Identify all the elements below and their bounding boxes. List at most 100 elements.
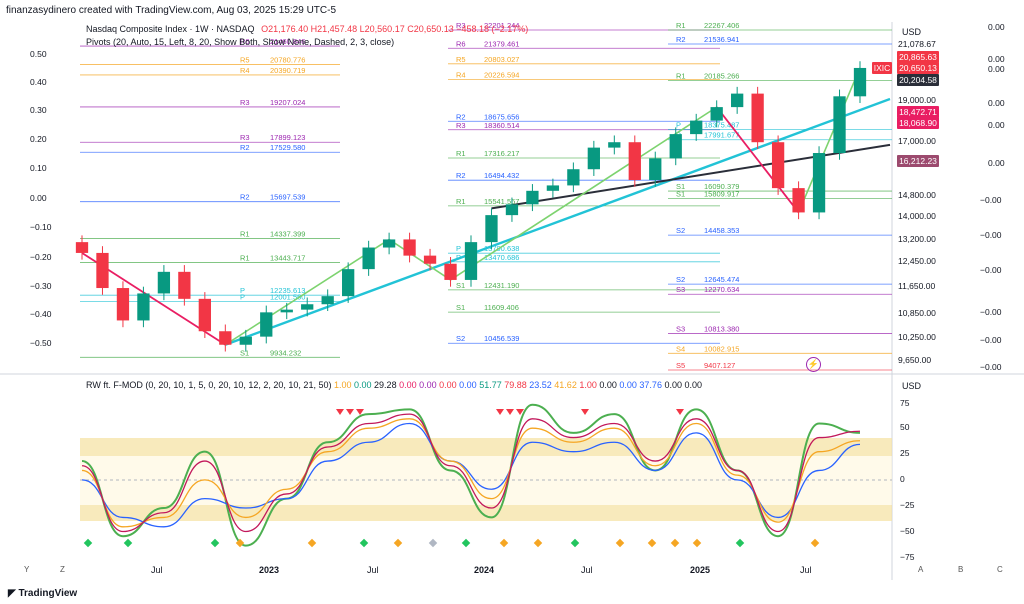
price-tag: 20,204.58 (897, 74, 939, 86)
right-scale-tick: 0.00 (988, 22, 1005, 32)
oscillator-value: 0.00 (436, 380, 457, 390)
axis-button[interactable]: Z (60, 565, 65, 574)
pivot-level-value: 10813.380 (704, 325, 739, 334)
candle-body (260, 312, 273, 337)
candle-body (280, 309, 293, 313)
axis-button[interactable]: A (918, 565, 924, 574)
osc-currency: USD (902, 381, 922, 391)
oscillator-label: RW ft. F-MOD (0, 20, 10, 1, 5, 0, 20, 10… (86, 380, 332, 390)
price-tag: 18,472.71 (897, 106, 939, 118)
pivots-label: Pivots (20, Auto, 15, Left, 8, 20, Show … (86, 37, 395, 47)
candle-body (382, 239, 396, 248)
pivot-level-value: 13470.686 (484, 253, 519, 262)
candle-body (157, 271, 171, 294)
pivot-level-label: R6 (456, 39, 466, 48)
candle-body (301, 304, 314, 310)
right-scale-tick: 0.00 (988, 64, 1005, 74)
pivot-level-value: 12645.474 (704, 275, 739, 284)
price-tick: 10,850.00 (898, 308, 936, 318)
osc-diamond-marker (647, 538, 657, 548)
lightning-icon[interactable]: ⚡ (806, 357, 821, 372)
pivot-level-value: 12235.613 (270, 286, 305, 295)
pivot-level-label: R2 (676, 35, 686, 44)
time-tick: Jul (151, 565, 163, 575)
oscillator-value: 29.28 (371, 380, 397, 390)
oscillator-value: 0.00 (351, 380, 372, 390)
osc-tick: 0 (900, 474, 905, 484)
left-scale-tick: 0.20 (30, 134, 47, 144)
pivot-level-value: 9934.232 (270, 348, 301, 357)
pivot-level-label: R1 (676, 21, 686, 30)
oscillator-legend[interactable]: RW ft. F-MOD (0, 20, 10, 1, 5, 0, 20, 10… (86, 380, 702, 390)
pivot-level-label: R2 (240, 143, 250, 152)
right-scale-tick: −0.00 (980, 265, 1002, 275)
symbol-legend[interactable]: Nasdaq Composite Index · 1W · NASDAQ O21… (86, 24, 528, 34)
candle-body (710, 107, 723, 121)
osc-tick: −25 (900, 500, 915, 510)
candle-body (219, 331, 232, 345)
pivot-level-value: 20803.027 (484, 55, 519, 64)
candle-body (649, 158, 662, 181)
pivot-level-label: R2 (240, 193, 250, 202)
osc-diamond-marker (307, 538, 317, 548)
axis-button[interactable]: Y (24, 565, 30, 574)
pivot-level-value: 16494.432 (484, 171, 519, 180)
osc-top-triangle (496, 409, 504, 415)
osc-top-triangle (336, 409, 344, 415)
candle-body (731, 93, 744, 108)
pivot-level-label: P (456, 244, 461, 253)
pivot-level-value: 20185.266 (704, 72, 739, 81)
time-tick: Jul (581, 565, 593, 575)
pivot-level-value: 15697.539 (270, 193, 305, 202)
pivot-level-label: S2 (676, 226, 685, 235)
time-tick: 2024 (474, 565, 495, 575)
candle-body (464, 242, 478, 280)
candle-body (812, 153, 826, 213)
time-tick: Jul (367, 565, 379, 575)
right-scale-tick: 0.00 (988, 54, 1005, 64)
osc-diamond-marker (533, 538, 543, 548)
pivot-level-label: R1 (240, 229, 250, 238)
candle-body (628, 142, 641, 181)
pivot-level-label: R2 (456, 171, 466, 180)
pivot-level-label: R3 (456, 121, 466, 130)
osc-tick: 25 (900, 448, 910, 458)
candle-body (546, 185, 560, 191)
pivot-level-label: S1 (676, 182, 685, 191)
pivot-level-label: P (240, 292, 245, 301)
pivot-level-value: 20226.594 (484, 70, 519, 79)
pivot-level-label: R5 (240, 55, 250, 64)
price-tick: 21,078.67 (898, 39, 936, 49)
pivot-level-label: R3 (240, 133, 250, 142)
osc-top-triangle (516, 409, 524, 415)
symbol-tag: IXIC (872, 62, 892, 74)
left-scale-tick: −0.40 (30, 309, 52, 319)
pivots-legend[interactable]: Pivots (20, Auto, 15, Left, 8, 20, Show … (86, 37, 394, 47)
left-scale-tick: 0.50 (30, 49, 47, 59)
pivot-level-value: 11609.406 (484, 303, 519, 312)
axis-button[interactable]: C (997, 565, 1003, 574)
price-currency: USD (902, 27, 922, 37)
pivot-level-value: 16090.379 (704, 182, 739, 191)
pivot-level-label: R5 (456, 55, 466, 64)
osc-top-triangle (356, 409, 364, 415)
right-scale-tick: 0.00 (988, 158, 1005, 168)
candle-body (342, 269, 355, 297)
osc-lower-band (80, 505, 892, 521)
right-scale-tick: −0.00 (980, 230, 1002, 240)
candle-body (587, 147, 600, 170)
candle-body (75, 242, 89, 253)
pivot-level-value: 12270.634 (704, 285, 739, 294)
osc-diamond-marker (428, 538, 438, 548)
osc-tick: 75 (900, 398, 910, 408)
left-scale-tick: 0.10 (30, 163, 47, 173)
pivot-level-value: 14458.353 (704, 226, 739, 235)
axis-button[interactable]: B (958, 565, 964, 574)
time-tick: 2025 (690, 565, 711, 575)
oscillator-value: 41.62 (551, 380, 577, 390)
pivot-level-value: 10456.539 (484, 334, 519, 343)
pivot-level-label: S4 (676, 344, 685, 353)
cyan-support-line (224, 97, 891, 346)
zigzag-up-line (224, 106, 718, 346)
